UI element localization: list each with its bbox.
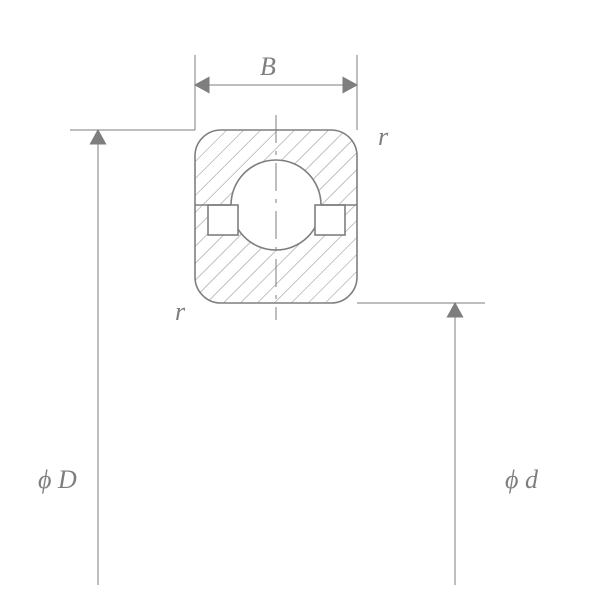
cage-right (315, 205, 345, 235)
dim-D-label: ϕ D (38, 465, 77, 494)
bearing-cross-section: Bϕ D ϕ d r r (0, 0, 600, 600)
dim-B-label: B (260, 52, 276, 81)
chamfer-r-top: r (378, 122, 389, 151)
arrowhead (90, 130, 105, 144)
arrowhead (195, 77, 209, 92)
arrowhead (447, 303, 462, 317)
arrowhead (343, 77, 357, 92)
dim-d-label: ϕ d (505, 465, 539, 494)
cage-left (208, 205, 238, 235)
chamfer-r-bottom: r (175, 297, 186, 326)
